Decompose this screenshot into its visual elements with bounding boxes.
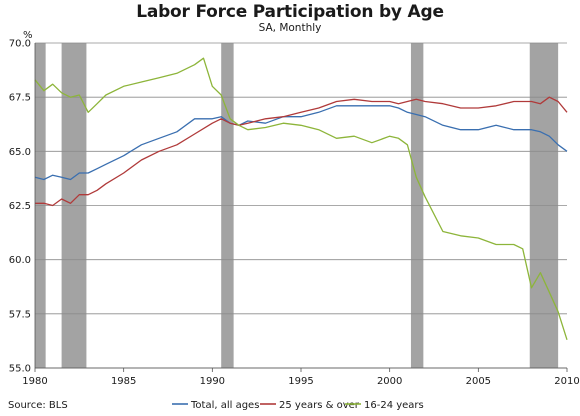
y-tick-label: 57.5 — [9, 309, 31, 320]
chart-subtitle: SA, Monthly — [258, 22, 322, 34]
y-tick-label: 67.5 — [9, 93, 31, 104]
series-lines — [34, 57, 568, 340]
source-note: Source: BLS — [8, 400, 68, 411]
gridlines — [35, 42, 567, 369]
y-tick-label: 55.0 — [9, 364, 31, 375]
legend-label: 25 years & over — [279, 400, 360, 411]
x-tick-label: 1980 — [22, 376, 47, 387]
legend-label: 16-24 years — [364, 400, 424, 411]
y-tick-label: 70.0 — [9, 39, 31, 50]
axes: 55.0 57.5 60.0 62.5 65.0 67.5 70.0 1980 1985 1990… — [9, 39, 580, 388]
y-axis-unit-label: % — [23, 30, 33, 41]
x-tick-label: 1985 — [111, 376, 136, 387]
series-line-total-all-ages — [34, 105, 568, 181]
legend-label: Total, all ages — [190, 400, 259, 411]
series-line-25-years-over — [35, 96, 568, 207]
x-tick-label: 1990 — [200, 376, 225, 387]
y-tick-label: 62.5 — [9, 201, 31, 212]
series-line-16-24-years — [34, 57, 568, 340]
x-tick-label: 1995 — [288, 376, 313, 387]
x-tick-label: 2010 — [554, 376, 579, 387]
y-tick-label: 65.0 — [9, 147, 31, 158]
y-tick-label: 60.0 — [9, 255, 31, 266]
x-tick-label: 2005 — [466, 376, 491, 387]
x-tick-label: 2000 — [377, 376, 402, 387]
legend: Total, all ages 25 years & over 16-24 year… — [172, 400, 424, 411]
chart-title: Labor Force Participation by Age — [136, 2, 444, 22]
